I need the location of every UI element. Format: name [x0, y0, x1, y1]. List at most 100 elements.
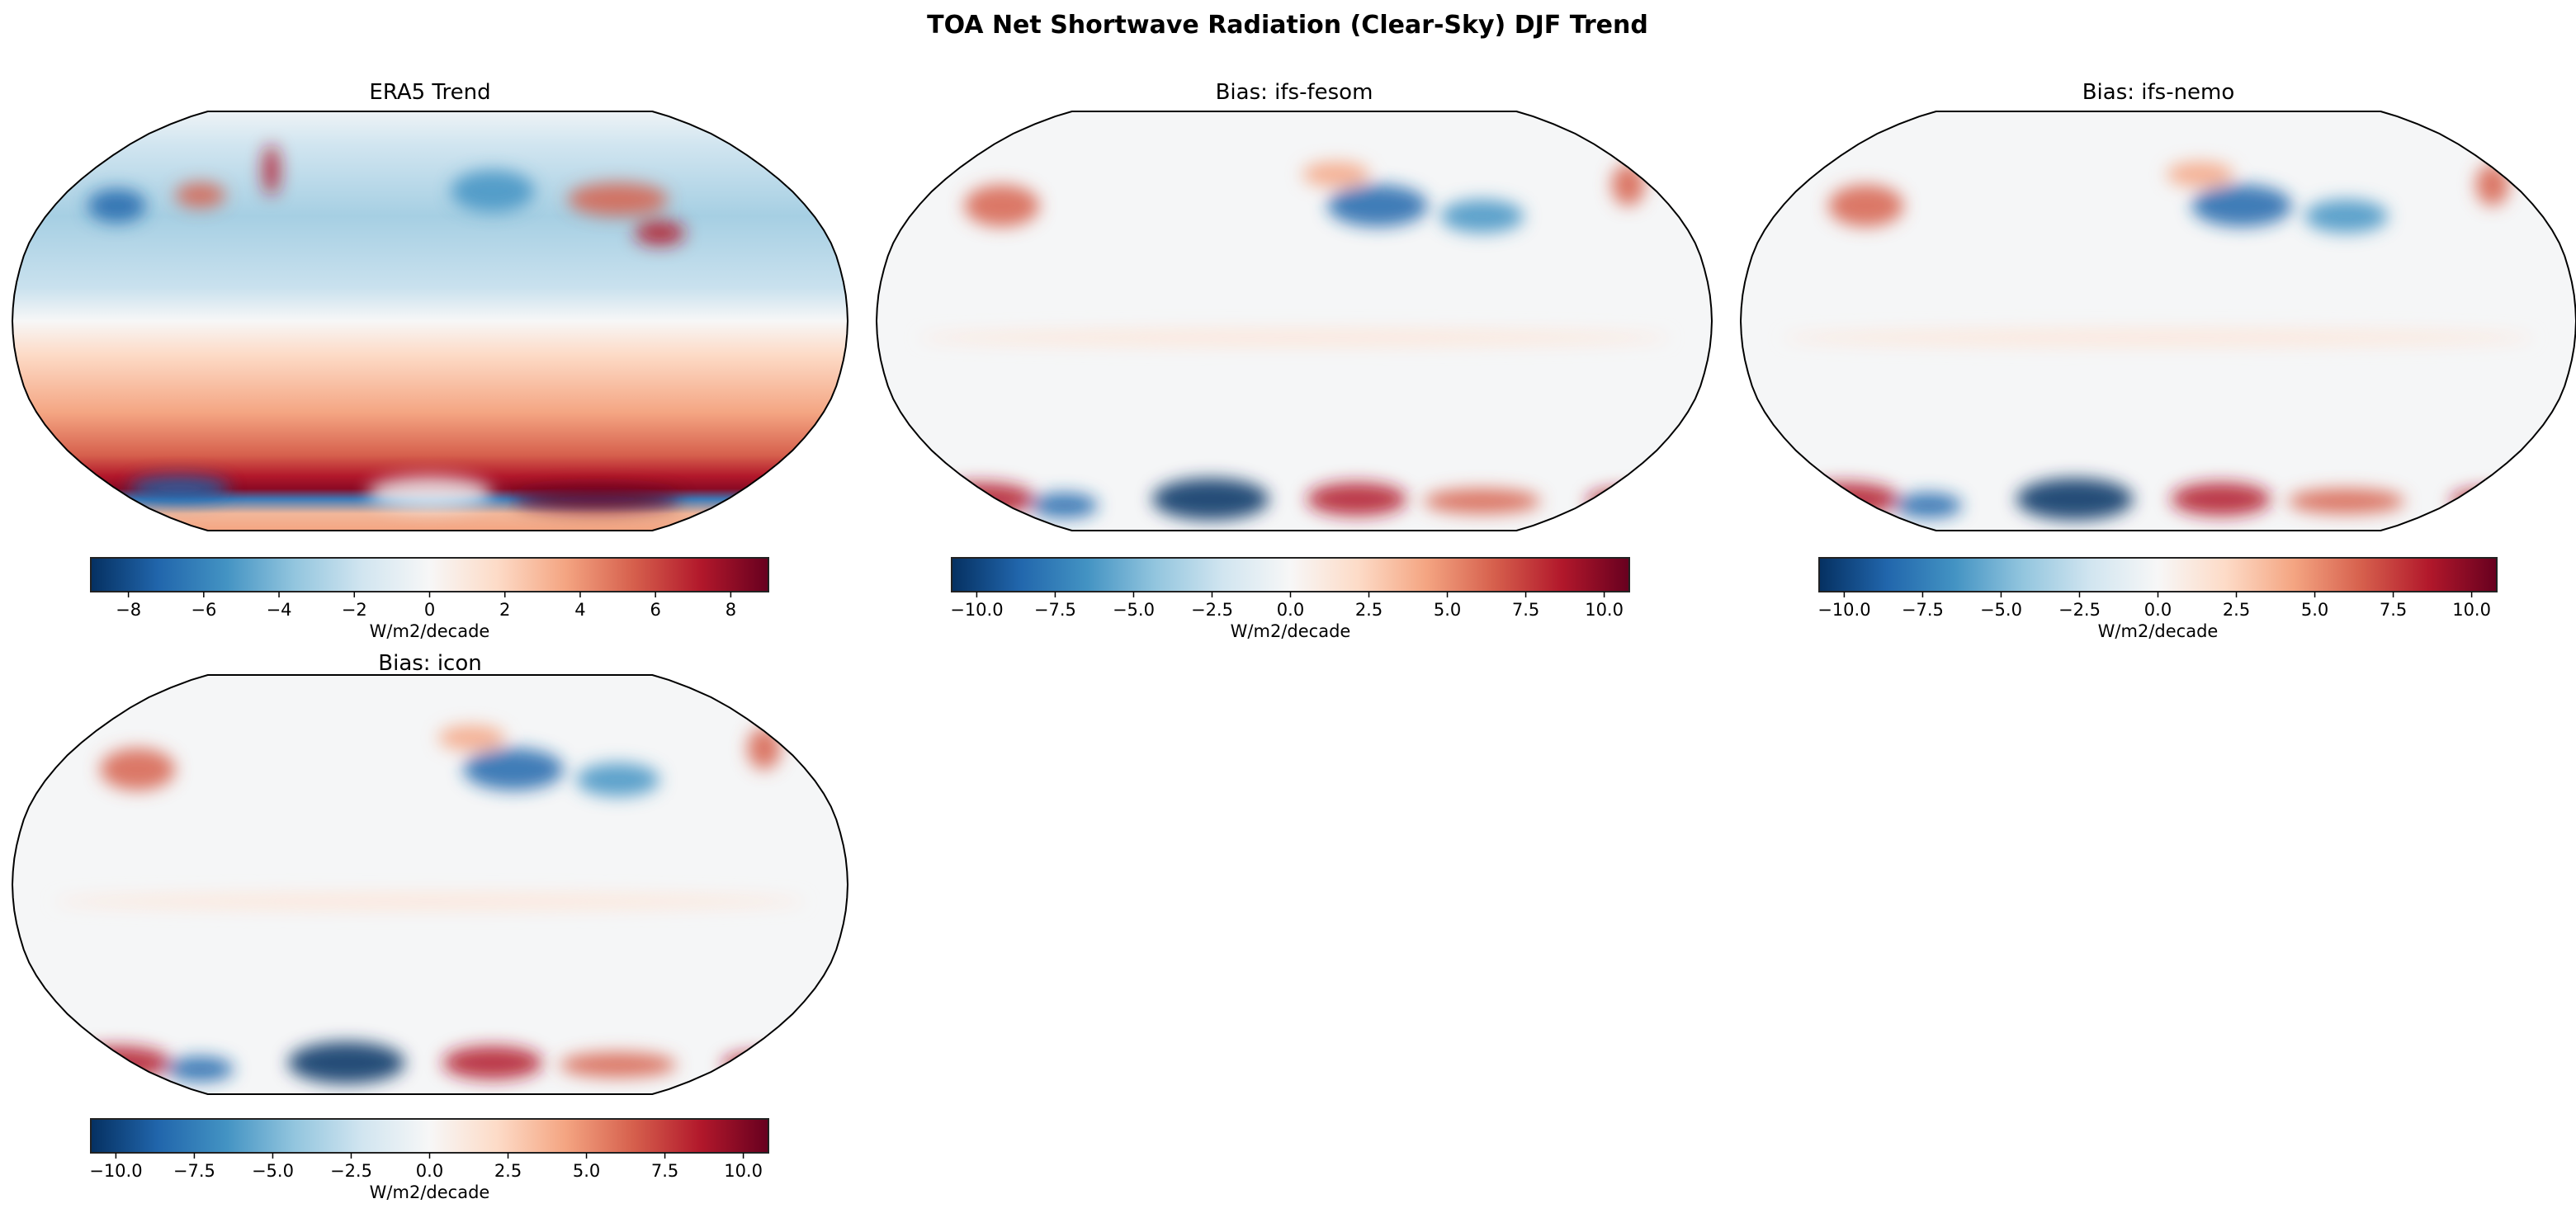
colorbar-tick-label: 10.0 — [2452, 600, 2491, 620]
colorbar: −8 −6 −4 −2 0 2 4 6 8 W/m2/decade — [90, 557, 769, 641]
colorbar-tick-label: −2.5 — [1191, 600, 1233, 620]
colorbar-gradient — [90, 1118, 769, 1154]
anomaly-region — [1586, 489, 1671, 514]
colorbar-tick-label: −2.5 — [330, 1161, 372, 1181]
colorbar-tick-label: 0 — [424, 600, 435, 620]
map-field — [877, 111, 1712, 531]
anomaly-region — [1828, 184, 1904, 227]
anomaly-region — [129, 475, 230, 502]
colorbar-label: W/m2/decade — [1231, 621, 1351, 641]
colorbar-tick-label: 5.0 — [2301, 600, 2328, 620]
map-boundary — [1739, 111, 2576, 531]
anomaly-region — [287, 1041, 405, 1084]
colorbar-tick-label: −4 — [267, 600, 292, 620]
map-field — [12, 675, 848, 1094]
anomaly-region — [451, 170, 535, 212]
colorbar-tick-label: 7.5 — [651, 1161, 678, 1181]
anomaly-region — [167, 1056, 234, 1082]
field-background — [12, 675, 848, 1094]
colorbar-tick-label: 6 — [650, 600, 660, 620]
anomaly-region — [1307, 482, 1407, 517]
colorbar-tick-label: −8 — [116, 600, 141, 620]
anomaly-region — [175, 182, 226, 208]
colorbar-tick-label: 7.5 — [1512, 600, 1539, 620]
anomaly-region — [2304, 199, 2389, 234]
anomaly-region — [1302, 161, 1370, 187]
anomaly-region — [1327, 184, 1428, 227]
colorbar-tick-label: 8 — [726, 600, 736, 620]
anomaly-region — [100, 748, 176, 791]
field-background — [1741, 111, 2576, 531]
colorbar-tick-label: 0.0 — [1277, 600, 1304, 620]
colorbar-label: W/m2/decade — [370, 1182, 490, 1202]
colorbar-tick-label: 7.5 — [2380, 600, 2407, 620]
anomaly-region — [2451, 489, 2535, 514]
colorbar-tick-label: 5.0 — [1434, 600, 1461, 620]
colorbar: −10.0 −7.5 −5.0 −2.5 0.0 2.5 5.0 7.5 10.0 W/m2/de… — [89, 1118, 769, 1202]
colorbar-tick-label: −5.0 — [1113, 600, 1155, 620]
colorbar-gradient — [90, 557, 769, 592]
colorbar: −10.0 −7.5 −5.0 −2.5 0.0 2.5 5.0 7.5 10.0 W/m2/de… — [1817, 557, 2498, 641]
colorbar-tick-label: −10.0 — [89, 1161, 142, 1181]
colorbar-tick-label: −5.0 — [252, 1161, 294, 1181]
field-background — [12, 111, 848, 531]
anomaly-region — [87, 188, 146, 223]
colorbar: −10.0 −7.5 −5.0 −2.5 0.0 2.5 5.0 7.5 10.0 W/m2/de… — [950, 557, 1630, 641]
anomaly-region — [1151, 478, 1269, 521]
anomaly-region — [1611, 163, 1646, 206]
panel-title: Bias: ifs-fesom — [1216, 80, 1373, 105]
anomaly-region — [438, 724, 506, 751]
anomaly-region — [918, 329, 1671, 347]
colorbar-tick-label: 2.5 — [494, 1161, 522, 1181]
map-panel-2: Bias: ifs-fesom −10.0 −7.5 −5.0 −2.5 0.0 2.5 5.… — [875, 80, 1713, 641]
anomaly-region — [2167, 161, 2234, 187]
colorbar-tick-label: 2.5 — [2223, 600, 2250, 620]
anomaly-region — [463, 748, 564, 791]
anomaly-region — [262, 144, 280, 196]
panel-title: Bias: ifs-nemo — [2082, 80, 2235, 105]
anomaly-region — [576, 762, 660, 797]
colorbar-tick-label: 5.0 — [573, 1161, 600, 1181]
anomaly-region — [2475, 163, 2510, 206]
map-field — [1741, 111, 2576, 531]
anomaly-region — [559, 1052, 677, 1078]
anomaly-region — [2171, 482, 2271, 517]
anomaly-region — [2287, 489, 2405, 514]
map-boundary — [875, 111, 1713, 531]
anomaly-region — [2191, 184, 2292, 227]
colorbar-tick-label: −10.0 — [950, 600, 1003, 620]
map-boundary — [11, 111, 849, 531]
figure-title: TOA Net Shortwave Radiation (Clear-Sky) … — [927, 11, 1648, 40]
colorbar-tick-label: 2.5 — [1355, 600, 1383, 620]
anomaly-region — [1423, 489, 1541, 514]
panel-title: Bias: icon — [378, 651, 481, 676]
colorbar-tick-label: 10.0 — [1585, 600, 1624, 620]
anomaly-region — [1895, 493, 1963, 518]
colorbar-tick-label: −10.0 — [1817, 600, 1870, 620]
anomaly-region — [2016, 478, 2134, 521]
map-field — [12, 111, 848, 531]
colorbar-tick-label: −2 — [342, 600, 367, 620]
map-boundary — [11, 674, 849, 1095]
anomaly-region — [1782, 329, 2535, 347]
colorbar-tick-label: 2 — [499, 600, 510, 620]
colorbar-tick-label: −2.5 — [2058, 600, 2101, 620]
colorbar-tick-label: −6 — [191, 600, 216, 620]
colorbar-tick-label: −7.5 — [173, 1161, 215, 1181]
anomaly-region — [567, 182, 669, 216]
anomaly-region — [367, 475, 493, 510]
anomaly-region — [1440, 199, 1524, 234]
map-panel-3: Bias: ifs-nemo −10.0 −7.5 −5.0 −2.5 0.0 2.5 5.0… — [1739, 80, 2576, 641]
colorbar-gradient — [951, 557, 1630, 592]
colorbar-label: W/m2/decade — [2098, 621, 2219, 641]
field-background — [877, 111, 1712, 531]
colorbar-tick-label: −7.5 — [1034, 600, 1076, 620]
anomaly-region — [747, 727, 782, 770]
colorbar-tick-label: −7.5 — [1902, 600, 1944, 620]
anomaly-region — [1031, 493, 1099, 518]
colorbar-tick-label: 4 — [574, 600, 585, 620]
colorbar-gradient — [1818, 557, 2498, 592]
colorbar-tick-label: 0.0 — [2144, 600, 2172, 620]
anomaly-region — [54, 893, 806, 910]
